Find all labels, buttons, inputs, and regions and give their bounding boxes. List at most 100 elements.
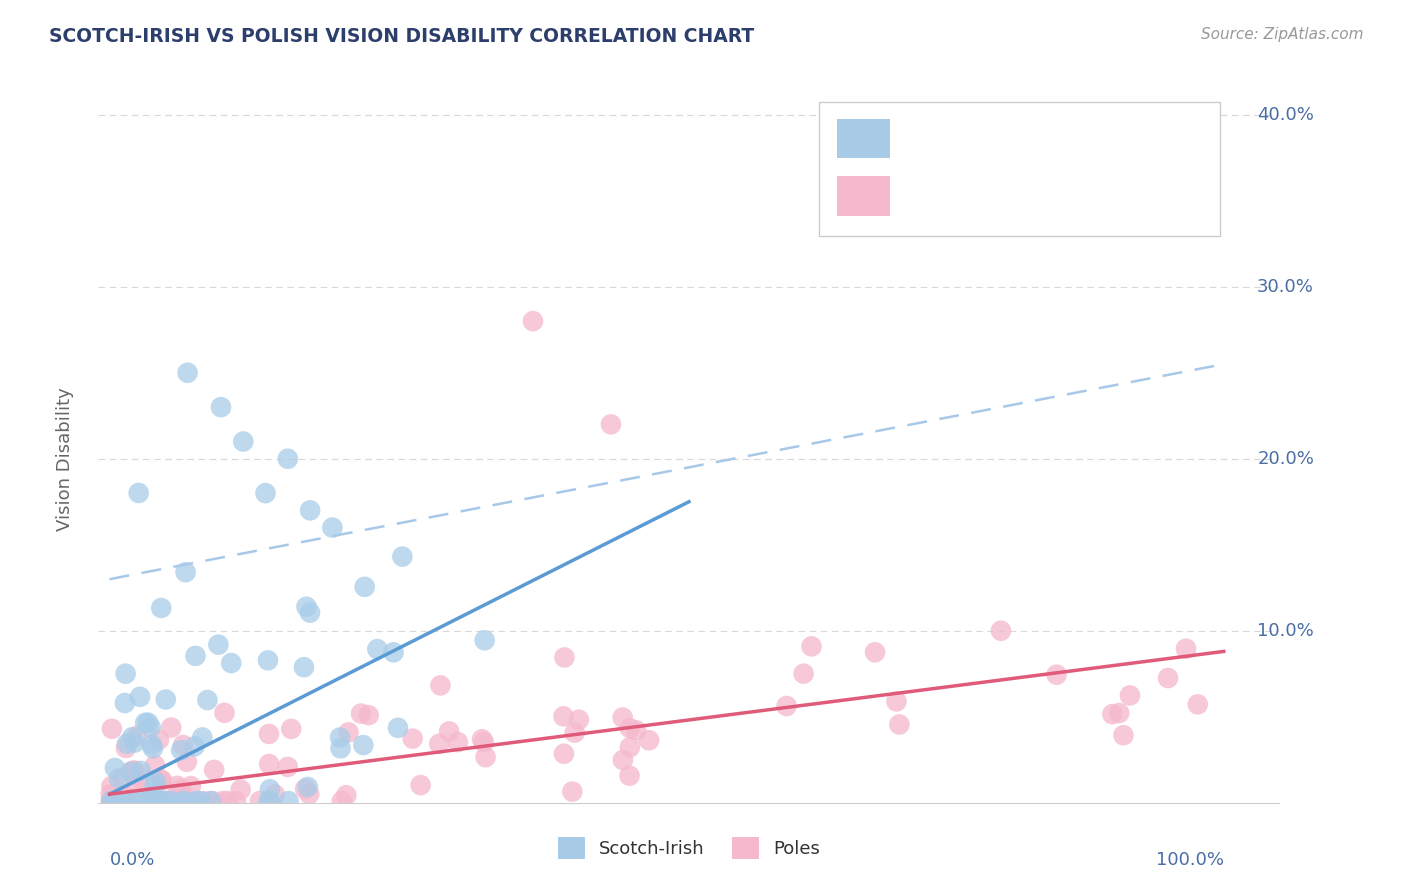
Point <box>1175 641 1198 656</box>
Point <box>155 794 177 808</box>
Point <box>114 666 136 681</box>
Point <box>120 794 142 808</box>
Text: 40.0%: 40.0% <box>1257 105 1315 124</box>
Point <box>139 720 162 734</box>
Point <box>402 731 425 746</box>
Point <box>150 772 173 787</box>
Point <box>200 794 222 808</box>
Text: 0.359: 0.359 <box>955 129 1011 147</box>
Point <box>142 741 165 756</box>
Point <box>139 794 162 808</box>
Point <box>125 729 148 743</box>
Point <box>143 778 166 792</box>
Point <box>128 486 150 500</box>
Point <box>138 791 160 805</box>
Point <box>188 794 211 808</box>
Point <box>1187 698 1209 712</box>
Text: 72: 72 <box>1084 129 1109 147</box>
Point <box>277 760 299 774</box>
Point <box>329 731 352 745</box>
Point <box>100 794 122 808</box>
Point <box>297 780 319 794</box>
Point <box>330 794 353 808</box>
Point <box>176 366 198 380</box>
Point <box>148 794 170 808</box>
Point <box>863 645 886 659</box>
Point <box>129 764 152 778</box>
Point <box>166 794 188 808</box>
Point <box>174 566 197 580</box>
Point <box>391 549 413 564</box>
Text: N =: N = <box>1038 129 1077 147</box>
Point <box>183 739 205 754</box>
Point <box>232 434 254 449</box>
Point <box>259 782 281 797</box>
Point <box>257 653 280 667</box>
Point <box>277 794 299 808</box>
Point <box>155 692 177 706</box>
FancyBboxPatch shape <box>837 177 890 216</box>
Point <box>280 722 302 736</box>
Point <box>1108 706 1130 720</box>
Point <box>141 738 163 752</box>
Point <box>409 778 432 792</box>
Point <box>619 721 641 735</box>
Point <box>176 755 198 769</box>
Point <box>294 781 316 796</box>
Point <box>1157 671 1180 685</box>
Point <box>1046 667 1069 681</box>
Point <box>108 772 131 786</box>
Point <box>180 779 202 793</box>
Point <box>115 740 138 755</box>
Point <box>564 725 586 739</box>
Point <box>124 764 146 778</box>
Point <box>105 794 128 808</box>
Point <box>1112 728 1135 742</box>
Point <box>103 794 125 808</box>
Point <box>600 417 623 432</box>
Text: 100.0%: 100.0% <box>1156 851 1223 869</box>
Point <box>353 580 375 594</box>
Text: Source: ZipAtlas.com: Source: ZipAtlas.com <box>1201 27 1364 42</box>
Point <box>329 741 352 756</box>
Point <box>298 606 321 620</box>
Point <box>122 764 145 778</box>
Point <box>172 794 194 808</box>
Point <box>295 599 318 614</box>
Point <box>100 779 122 793</box>
Point <box>277 451 299 466</box>
Point <box>568 713 591 727</box>
Point <box>172 794 194 808</box>
Point <box>298 787 321 801</box>
Point <box>357 708 380 723</box>
Point <box>427 737 450 751</box>
Point <box>145 775 167 789</box>
Point <box>129 690 152 704</box>
Point <box>155 794 177 808</box>
Point <box>117 794 139 808</box>
Text: 0.0%: 0.0% <box>110 851 155 869</box>
Point <box>472 735 495 749</box>
Text: SCOTCH-IRISH VS POLISH VISION DISABILITY CORRELATION CHART: SCOTCH-IRISH VS POLISH VISION DISABILITY… <box>49 27 755 45</box>
Point <box>337 725 360 739</box>
Point <box>129 794 152 808</box>
Text: Vision Disability: Vision Disability <box>56 387 75 531</box>
Point <box>160 794 183 808</box>
Point <box>160 721 183 735</box>
Point <box>114 696 136 710</box>
Point <box>111 772 134 786</box>
Point <box>209 400 232 414</box>
Point <box>352 738 374 752</box>
Point <box>793 666 815 681</box>
Point <box>179 794 201 808</box>
Point <box>259 794 281 808</box>
Point <box>207 638 229 652</box>
Point <box>150 773 173 788</box>
FancyBboxPatch shape <box>818 102 1220 235</box>
Point <box>191 731 214 745</box>
Point <box>107 793 129 807</box>
Point <box>264 788 287 802</box>
Point <box>437 724 460 739</box>
Point <box>184 794 207 808</box>
Point <box>553 709 575 723</box>
